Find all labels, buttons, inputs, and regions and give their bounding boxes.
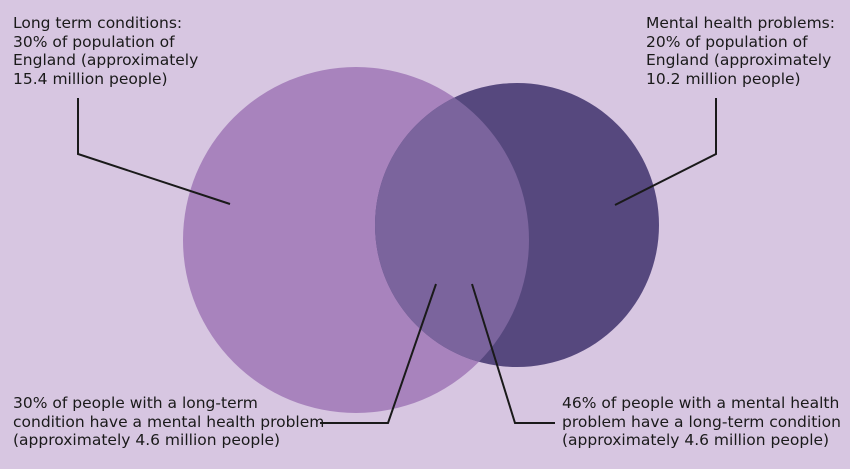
long-term-conditions-label: Long term conditions: 30% of population … — [13, 14, 198, 88]
long-term-conditions-label-line: 30% of population of — [13, 32, 175, 51]
long-term-with-mental-health-label-line: condition have a mental health problem — [13, 412, 325, 431]
long-term-with-mental-health-label: 30% of people with a long-term condition… — [13, 394, 324, 450]
long-term-with-mental-health-label-line: (approximately 4.6 million people) — [13, 431, 281, 449]
mental-health-with-long-term-label-line: 46% of people with a mental health — [562, 394, 840, 412]
long-term-conditions-leader-line — [77, 98, 231, 205]
long-term-conditions-label-line: Long term conditions: — [13, 14, 183, 32]
long-term-conditions-label-line: 15.4 million people) — [13, 69, 168, 88]
mental-health-problems-label-line: England (approximately — [646, 51, 832, 69]
mental-health-with-long-term-label: 46% of people with a mental health probl… — [562, 394, 841, 450]
mental-health-with-long-term-label-line: problem have a long-term condition — [562, 412, 841, 431]
overlap-region — [375, 83, 529, 367]
mental-health-problems-label-line: 20% of population of — [646, 32, 808, 51]
mental-health-with-long-term-leader-line — [471, 283, 555, 424]
mental-health-problems-leader-line — [614, 98, 717, 206]
mental-health-with-long-term-label-line: (approximately 4.6 million people) — [562, 431, 830, 449]
long-term-with-mental-health-leader-line — [320, 283, 437, 424]
mental-health-problems-label-line: 10.2 million people) — [646, 69, 801, 88]
long-term-conditions-label-line: England (approximately — [13, 51, 199, 69]
mental-health-problems-label-line: Mental health problems: — [646, 14, 835, 32]
mental-health-problems-label: Mental health problems: 20% of populatio… — [646, 14, 835, 88]
long-term-with-mental-health-label-line: 30% of people with a long-term — [13, 394, 258, 412]
